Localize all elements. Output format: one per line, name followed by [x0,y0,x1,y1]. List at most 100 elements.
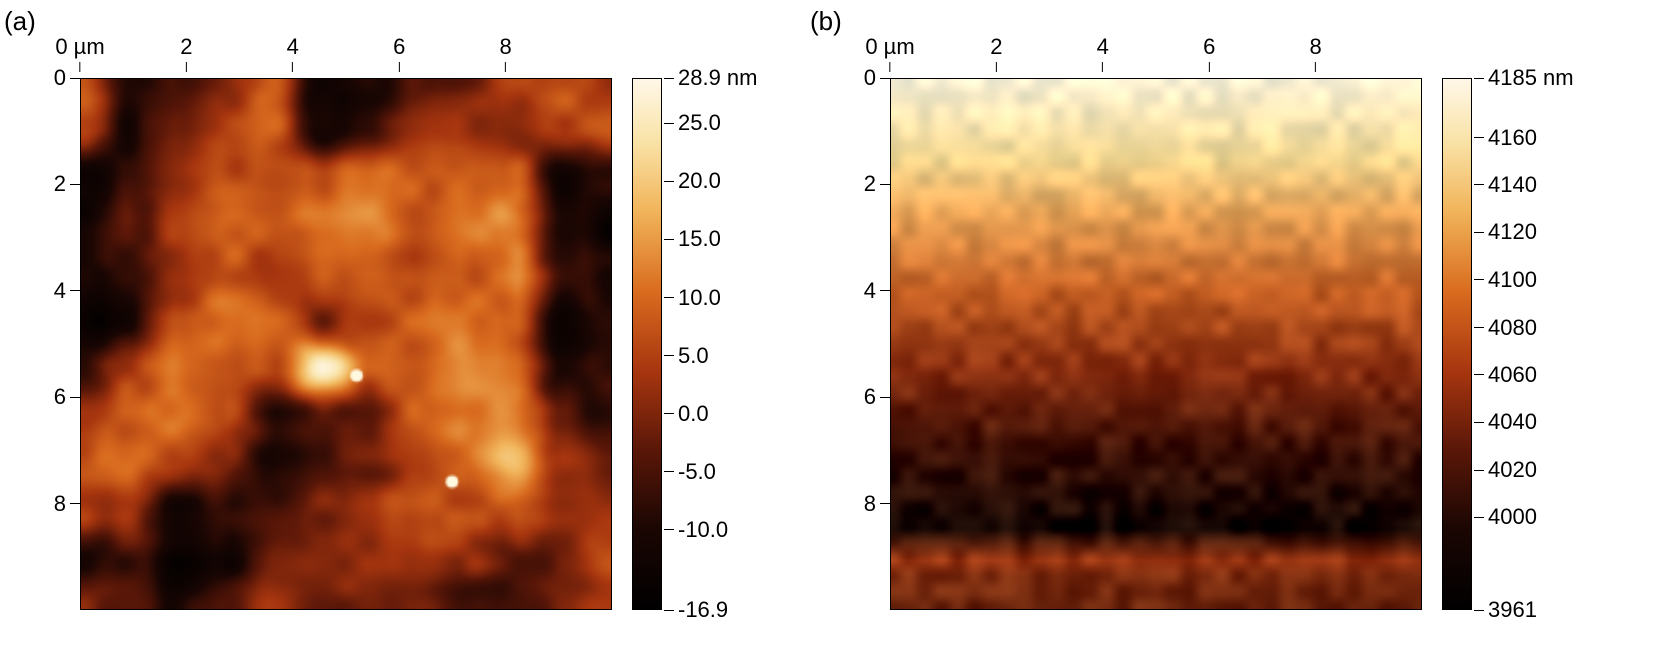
colorbar-tick: -16.9 [664,597,728,623]
xaxis-tick: 8 [499,34,511,72]
yaxis-tick-label: 0 [54,65,66,91]
colorbar-tick-label: 4060 [1488,362,1537,388]
xaxis-tick-label: 4 [287,34,299,60]
colorbar-tick-label: 4185 nm [1488,65,1574,91]
xaxis-tick-label: 8 [499,34,511,60]
figure-a-yaxis: 02468 [40,78,80,610]
yaxis-tick-mark [70,290,80,291]
colorbar-tick-mark [1474,78,1484,79]
colorbar-tick-label: 4160 [1488,125,1537,151]
yaxis-tick-mark [880,184,890,185]
xaxis-tick-label: 6 [393,34,405,60]
yaxis-tick: 2 [54,171,80,197]
colorbar-tick-mark [1474,470,1484,471]
colorbar-tick-label: 20.0 [678,168,721,194]
colorbar-tick: 4020 [1474,457,1537,483]
xaxis-tick-label: 0 µm [865,34,914,60]
colorbar-tick-mark [664,123,674,124]
colorbar-tick-label: 4120 [1488,219,1537,245]
colorbar-tick: -5.0 [664,459,716,485]
xaxis-tick: 4 [287,34,299,72]
colorbar-tick-label: 4020 [1488,457,1537,483]
figure-b-xaxis: 0 µm2468 [890,42,1422,72]
colorbar-tick-label: 15.0 [678,226,721,252]
yaxis-tick-label: 2 [54,171,66,197]
yaxis-tick-label: 6 [864,384,876,410]
xaxis-tick-mark [1102,62,1103,72]
colorbar-tick: 5.0 [664,343,709,369]
colorbar-tick-mark [664,355,674,356]
figure-a-xaxis: 0 µm2468 [80,42,612,72]
colorbar-tick-label: 4040 [1488,409,1537,435]
yaxis-tick: 6 [864,384,890,410]
xaxis-tick: 4 [1097,34,1109,72]
xaxis-tick: 2 [990,34,1002,72]
yaxis-tick-mark [880,78,890,79]
xaxis-tick: 8 [1309,34,1321,72]
colorbar-tick-mark [664,297,674,298]
colorbar-tick-label: -16.9 [678,597,728,623]
colorbar-tick: 4140 [1474,172,1537,198]
colorbar-tick-label: 4080 [1488,315,1537,341]
yaxis-tick: 8 [54,491,80,517]
colorbar-tick-label: 4100 [1488,267,1537,293]
xaxis-tick-label: 2 [180,34,192,60]
colorbar-tick: 3961 [1474,597,1537,623]
xaxis-tick-label: 2 [990,34,1002,60]
yaxis-tick-mark [70,397,80,398]
colorbar-tick: 10.0 [664,285,721,311]
colorbar-tick-label: 28.9 nm [678,65,758,91]
colorbar-tick: 28.9 nm [664,65,758,91]
yaxis-tick-mark [880,503,890,504]
figure-b-colorbar [1442,78,1472,610]
yaxis-tick-label: 4 [54,278,66,304]
colorbar-tick: 4080 [1474,315,1537,341]
colorbar-tick-label: 4000 [1488,504,1537,530]
colorbar-tick-mark [664,413,674,414]
xaxis-tick-mark [505,62,506,72]
colorbar-tick-mark [664,529,674,530]
colorbar-tick: 4120 [1474,219,1537,245]
figure-a-heightmap [80,78,612,610]
yaxis-tick-label: 8 [54,491,66,517]
colorbar-tick-label: -5.0 [678,459,716,485]
colorbar-tick: 4040 [1474,409,1537,435]
colorbar-tick-label: 3961 [1488,597,1537,623]
colorbar-tick-mark [1474,279,1484,280]
figure-b-heightmap [890,78,1422,610]
xaxis-tick: 2 [180,34,192,72]
yaxis-tick: 6 [54,384,80,410]
yaxis-tick: 0 [54,65,80,91]
colorbar-tick-mark [664,78,674,79]
colorbar-tick: 4185 nm [1474,65,1574,91]
xaxis-tick-mark [1209,62,1210,72]
yaxis-tick-label: 4 [864,278,876,304]
colorbar-tick: 4060 [1474,362,1537,388]
xaxis-tick-mark [996,62,997,72]
xaxis-tick-label: 0 µm [55,34,104,60]
colorbar-tick-mark [1474,137,1484,138]
yaxis-tick-mark [880,290,890,291]
colorbar-tick: 15.0 [664,226,721,252]
colorbar-tick-mark [664,610,674,611]
yaxis-tick: 4 [864,278,890,304]
colorbar-tick-label: 25.0 [678,110,721,136]
colorbar-tick-mark [1474,327,1484,328]
colorbar-tick-mark [1474,517,1484,518]
yaxis-tick: 2 [864,171,890,197]
colorbar-tick: -10.0 [664,517,728,543]
yaxis-tick-label: 8 [864,491,876,517]
yaxis-tick: 8 [864,491,890,517]
yaxis-tick-mark [70,503,80,504]
yaxis-tick: 4 [54,278,80,304]
colorbar-tick-label: 4140 [1488,172,1537,198]
xaxis-tick-mark [186,62,187,72]
colorbar-tick-mark [1474,374,1484,375]
panel-b-label: (b) [810,6,842,37]
figure-a-colorbar [632,78,662,610]
xaxis-tick: 6 [393,34,405,72]
colorbar-tick: 4100 [1474,267,1537,293]
xaxis-tick-mark [292,62,293,72]
colorbar-tick: 0.0 [664,401,709,427]
panel-a-label: (a) [4,6,36,37]
